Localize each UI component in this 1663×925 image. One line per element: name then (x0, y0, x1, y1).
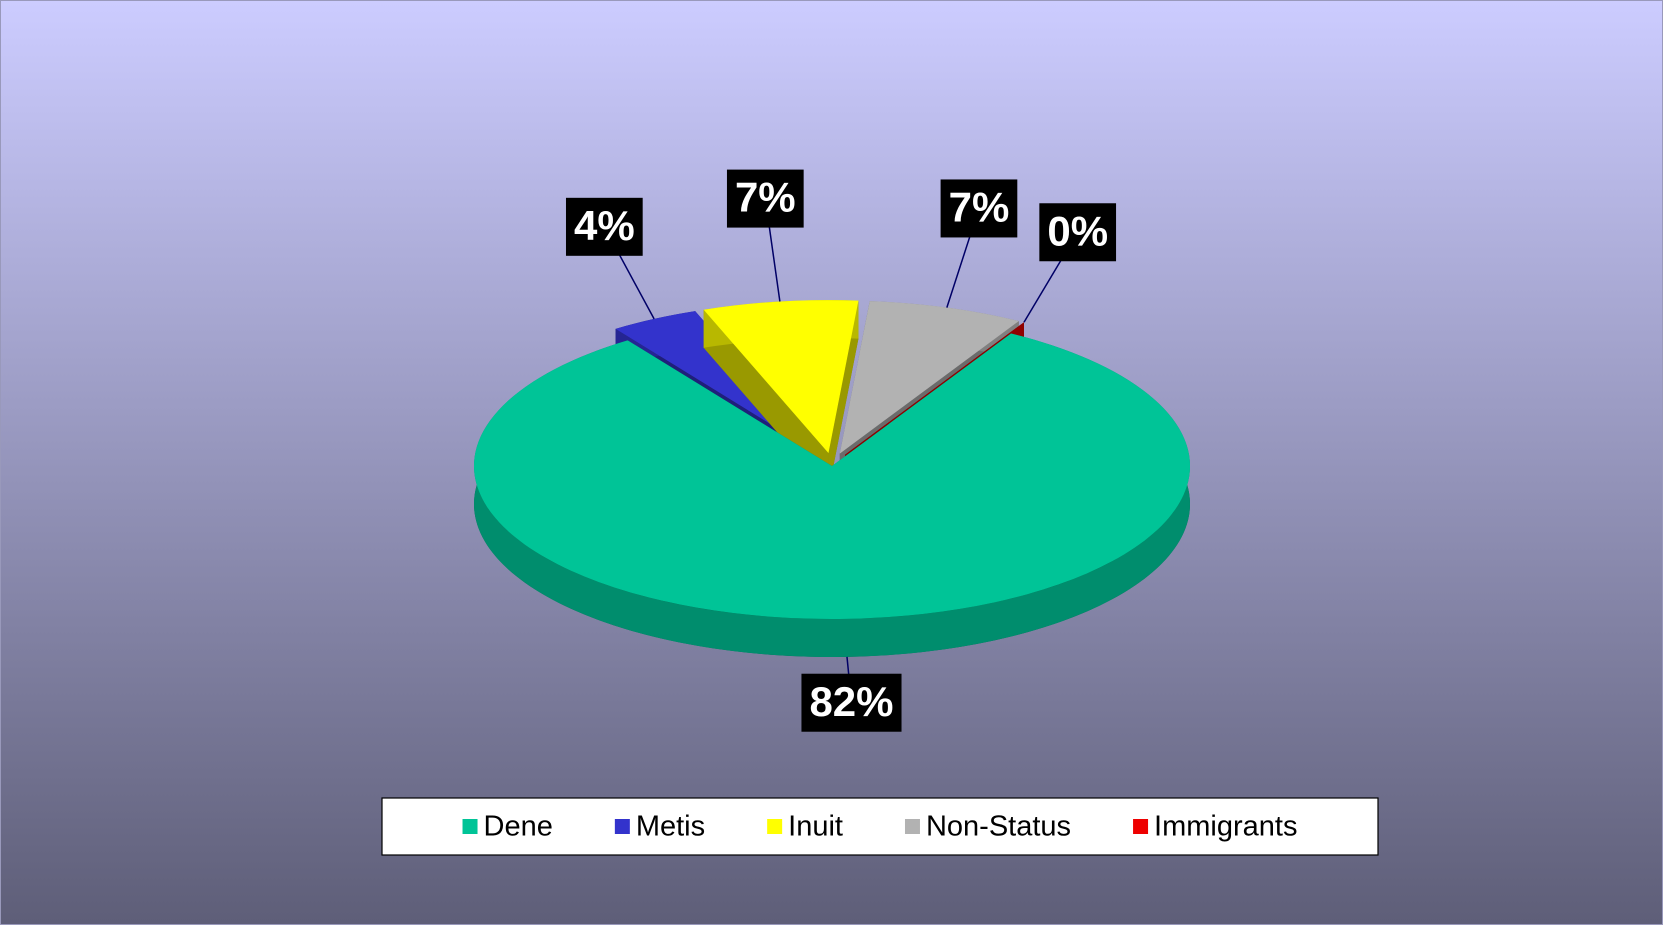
legend-swatch (1133, 819, 1149, 834)
legend-label: Non-Status (926, 811, 1071, 843)
data-label-group: 4% (565, 197, 643, 256)
legend: Dene Metis Inuit Non-Status Immigrants (381, 797, 1379, 856)
data-label: 7% (949, 184, 1010, 231)
legend-swatch (767, 819, 783, 834)
data-label-box (726, 169, 804, 228)
legend-label: Inuit (788, 811, 843, 843)
data-label-group: 82% (801, 673, 902, 732)
data-label-box (1039, 203, 1117, 262)
slice (474, 333, 1190, 619)
legend-label: Immigrants (1154, 811, 1297, 843)
data-label: 7% (735, 174, 796, 221)
legend-swatch (904, 819, 920, 834)
legend-swatch (614, 819, 630, 834)
data-label-group: 7% (940, 179, 1018, 238)
legend-swatch (462, 819, 478, 834)
slice (839, 301, 1019, 454)
slice (703, 300, 859, 454)
legend-label: Metis (636, 811, 705, 843)
data-label-group: 7% (726, 169, 804, 228)
data-label: 4% (574, 202, 635, 249)
data-label: 82% (809, 678, 893, 725)
legend-box (381, 797, 1379, 856)
legend-label: Dene (484, 811, 553, 843)
data-label-box (940, 179, 1018, 238)
data-label-box (565, 197, 643, 256)
data-label-box (801, 673, 902, 732)
data-label-group: 0% (1039, 203, 1117, 262)
data-label: 0% (1047, 207, 1108, 254)
slice-wall (828, 300, 859, 492)
